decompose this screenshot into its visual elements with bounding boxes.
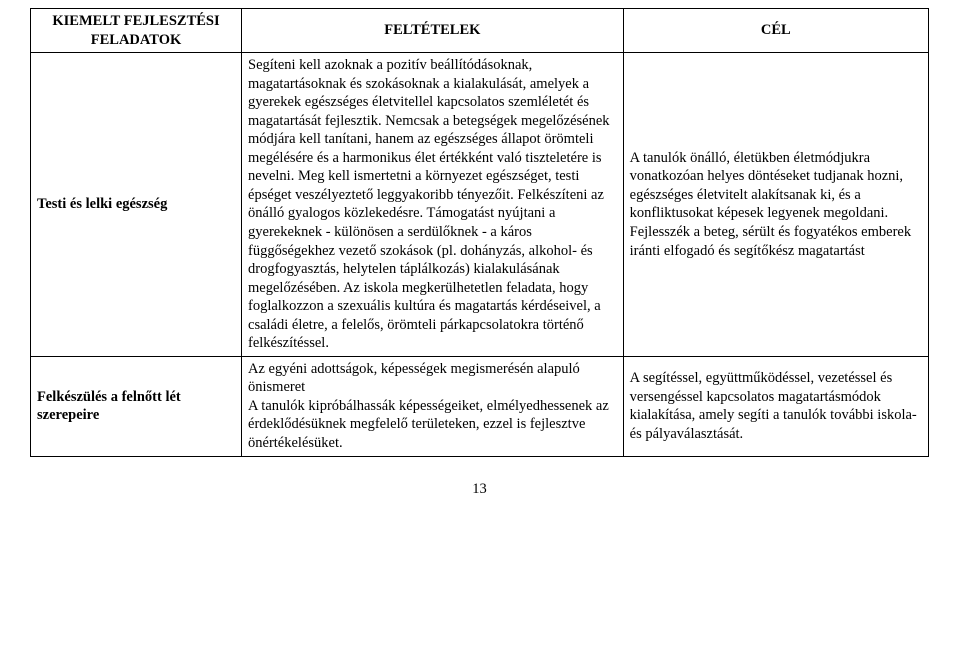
header-col1-line1: KIEMELT FEJLESZTÉSI: [37, 12, 235, 31]
row2-conditions: Az egyéni adottságok, képességek megisme…: [242, 356, 624, 456]
row1-goal: A tanulók önálló, életükben életmódjukra…: [623, 53, 928, 357]
header-row: KIEMELT FEJLESZTÉSI FELADATOK FELTÉTELEK…: [31, 9, 929, 53]
row2-goal: A segítéssel, együttműködéssel, vezetéss…: [623, 356, 928, 456]
row2-label: Felkészülés a felnőtt lét szerepeire: [31, 356, 242, 456]
header-col1: KIEMELT FEJLESZTÉSI FELADATOK: [31, 9, 242, 53]
main-table: KIEMELT FEJLESZTÉSI FELADATOK FELTÉTELEK…: [30, 8, 929, 457]
table-row: Testi és lelki egészség Segíteni kell az…: [31, 53, 929, 357]
header-col1-line2: FELADATOK: [37, 31, 235, 50]
header-col2: FELTÉTELEK: [242, 9, 624, 53]
row1-conditions: Segíteni kell azoknak a pozitív beállító…: [242, 53, 624, 357]
header-col3: CÉL: [623, 9, 928, 53]
table-row: Felkészülés a felnőtt lét szerepeire Az …: [31, 356, 929, 456]
page-number: 13: [30, 481, 929, 498]
row1-label: Testi és lelki egészség: [31, 53, 242, 357]
